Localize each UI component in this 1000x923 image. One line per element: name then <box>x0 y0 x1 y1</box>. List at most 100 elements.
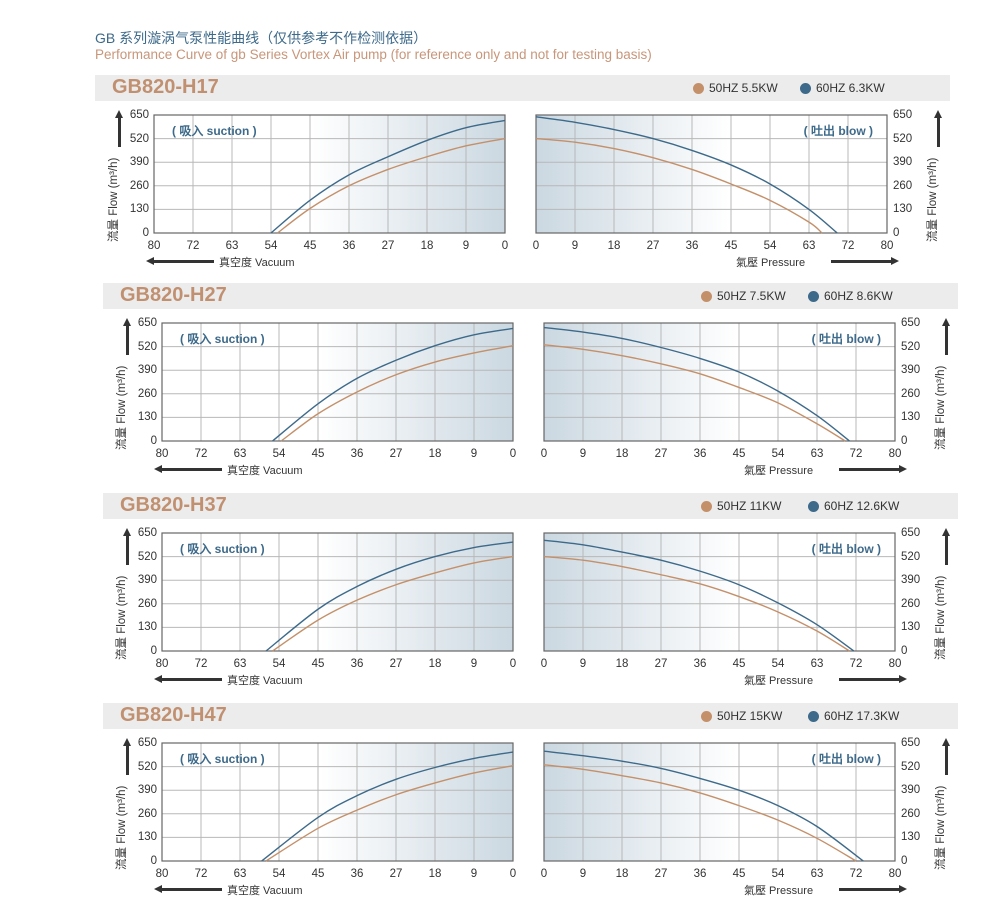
plot-background <box>544 533 895 651</box>
x-tick-label: 18 <box>420 240 434 252</box>
y-axis-label: 流量 Flow (m³/h) <box>935 785 947 870</box>
y-tick-label: 520 <box>137 550 157 563</box>
y-tick-label: 130 <box>901 831 921 844</box>
x-tick-label: 0 <box>540 658 548 670</box>
y-tick-label: 520 <box>137 760 157 773</box>
y-axis-label: 流量 Flow (m³/h) <box>935 365 947 450</box>
x-tick-label: 36 <box>350 868 364 880</box>
y-tick-label: 650 <box>893 109 913 121</box>
plot-area <box>161 742 514 862</box>
x-tick-label: 36 <box>685 240 699 252</box>
x-tick-label: 0 <box>532 240 540 252</box>
x-tick-label: 80 <box>880 240 894 252</box>
curve-hz50-suction <box>280 345 514 442</box>
title-english: Performance Curve of gb Series Vortex Ai… <box>95 47 652 62</box>
legend-item-hz50: 50HZ 15KW <box>701 709 782 723</box>
y-tick-label: 520 <box>901 340 921 353</box>
chart-section: GB820-H17 50HZ 5.5KW 60HZ 6.3KW ( 吸入 suctio… <box>95 75 950 280</box>
y-axis-arrow-icon <box>123 528 131 565</box>
y-tick-label: 130 <box>901 621 921 634</box>
x-tick-label: 27 <box>654 448 668 460</box>
y-tick-label: 390 <box>893 156 913 169</box>
section-header: GB820-H47 50HZ 15KW 60HZ 17.3KW <box>103 703 958 729</box>
x-tick-label: 63 <box>810 868 824 880</box>
blow-label: ( 吐出 blow ) <box>811 542 881 556</box>
y-axis-arrow-icon <box>942 318 950 355</box>
x-tick-label: 54 <box>771 448 785 460</box>
chart-section: GB820-H27 50HZ 7.5KW 60HZ 8.6KW ( 吸入 suctio… <box>103 283 958 488</box>
plot-area <box>535 114 888 234</box>
x-tick-label: 0 <box>501 240 509 252</box>
y-tick-label: 0 <box>901 645 908 657</box>
plot-border <box>543 742 896 862</box>
plot-border <box>161 532 514 652</box>
legend-item-hz50: 50HZ 5.5KW <box>693 81 778 95</box>
x-tick-label: 63 <box>802 240 816 252</box>
y-tick-label: 650 <box>901 317 921 329</box>
curve-hz60-suction <box>265 541 514 652</box>
y-tick-label: 650 <box>137 317 157 329</box>
legend-item-hz50: 50HZ 7.5KW <box>701 289 786 303</box>
x-axis-arrow-icon <box>154 675 222 683</box>
x-tick-label: 80 <box>155 868 169 880</box>
x-tick-label: 27 <box>389 658 403 670</box>
section-header: GB820-H17 50HZ 5.5KW 60HZ 6.3KW <box>95 75 950 101</box>
x-axis-arrow-icon <box>839 465 907 473</box>
y-axis-arrow-icon <box>123 318 131 355</box>
x-tick-label: 45 <box>303 240 317 252</box>
arrowhead <box>942 738 950 746</box>
arrowhead <box>934 110 942 118</box>
x-tick-label: 9 <box>462 240 470 252</box>
arrowhead <box>123 318 131 326</box>
y-tick-label: 520 <box>893 132 913 145</box>
legend-dot-icon <box>808 710 819 722</box>
title-chinese: GB 系列漩涡气泵性能曲线（仅供参考不作检测依据） <box>95 30 428 46</box>
section-header: GB820-H37 50HZ 11KW 60HZ 12.6KW <box>103 493 958 519</box>
arrowhead <box>891 257 899 265</box>
x-axis-label: 氣壓 Pressure <box>744 675 814 687</box>
model-title: GB820-H27 <box>120 284 227 306</box>
x-tick-label: 9 <box>470 448 478 460</box>
y-tick-label: 260 <box>901 387 921 400</box>
model-title: GB820-H37 <box>120 494 227 516</box>
x-tick-label: 72 <box>194 448 208 460</box>
plot-border <box>161 322 514 442</box>
x-tick-label: 54 <box>763 240 777 252</box>
y-tick-label: 650 <box>137 737 157 749</box>
x-axis-label: 真空度 Vacuum <box>219 257 295 269</box>
chart-section: GB820-H37 50HZ 11KW 60HZ 12.6KW ( 吸入 suctio… <box>103 493 958 698</box>
curve-hz60-suction <box>270 119 506 234</box>
x-axis-arrow-icon <box>839 885 907 893</box>
x-tick-label: 63 <box>225 240 239 252</box>
x-tick-label: 36 <box>350 658 364 670</box>
plot-area <box>543 322 896 442</box>
curve-hz60-blow <box>543 539 855 652</box>
legend-dot-icon <box>800 82 811 94</box>
y-axis-arrow-icon <box>942 738 950 775</box>
curve-hz50-blow <box>543 764 857 862</box>
y-tick-label: 260 <box>137 597 157 610</box>
x-axis-label: 氣壓 Pressure <box>744 465 814 477</box>
y-tick-label: 650 <box>901 527 921 539</box>
y-tick-label: 0 <box>150 435 157 447</box>
x-tick-label: 9 <box>571 240 579 252</box>
y-tick-label: 0 <box>142 227 149 239</box>
x-axis-label: 真空度 Vacuum <box>227 675 303 687</box>
x-tick-label: 54 <box>771 868 785 880</box>
legend-item-hz60: 60HZ 17.3KW <box>808 709 899 723</box>
x-tick-label: 72 <box>194 868 208 880</box>
x-axis-arrow-icon <box>154 465 222 473</box>
legend-label: 60HZ 12.6KW <box>824 499 900 513</box>
y-tick-label: 130 <box>137 831 157 844</box>
plot-border <box>153 114 506 234</box>
x-axis-arrow-icon <box>146 257 214 265</box>
plot-border <box>535 114 888 234</box>
chart-blow: ( 吐出 blow ) 0 9 18 27 36 45 54 63 72 80 0 130 260 390 5… <box>541 527 950 687</box>
y-tick-label: 0 <box>901 855 908 867</box>
x-tick-label: 63 <box>233 658 247 670</box>
x-axis-label: 真空度 Vacuum <box>227 885 303 897</box>
x-tick-label: 45 <box>724 240 738 252</box>
y-tick-label: 650 <box>901 737 921 749</box>
arrowhead <box>154 675 162 683</box>
curve-hz50-suction <box>277 137 506 234</box>
